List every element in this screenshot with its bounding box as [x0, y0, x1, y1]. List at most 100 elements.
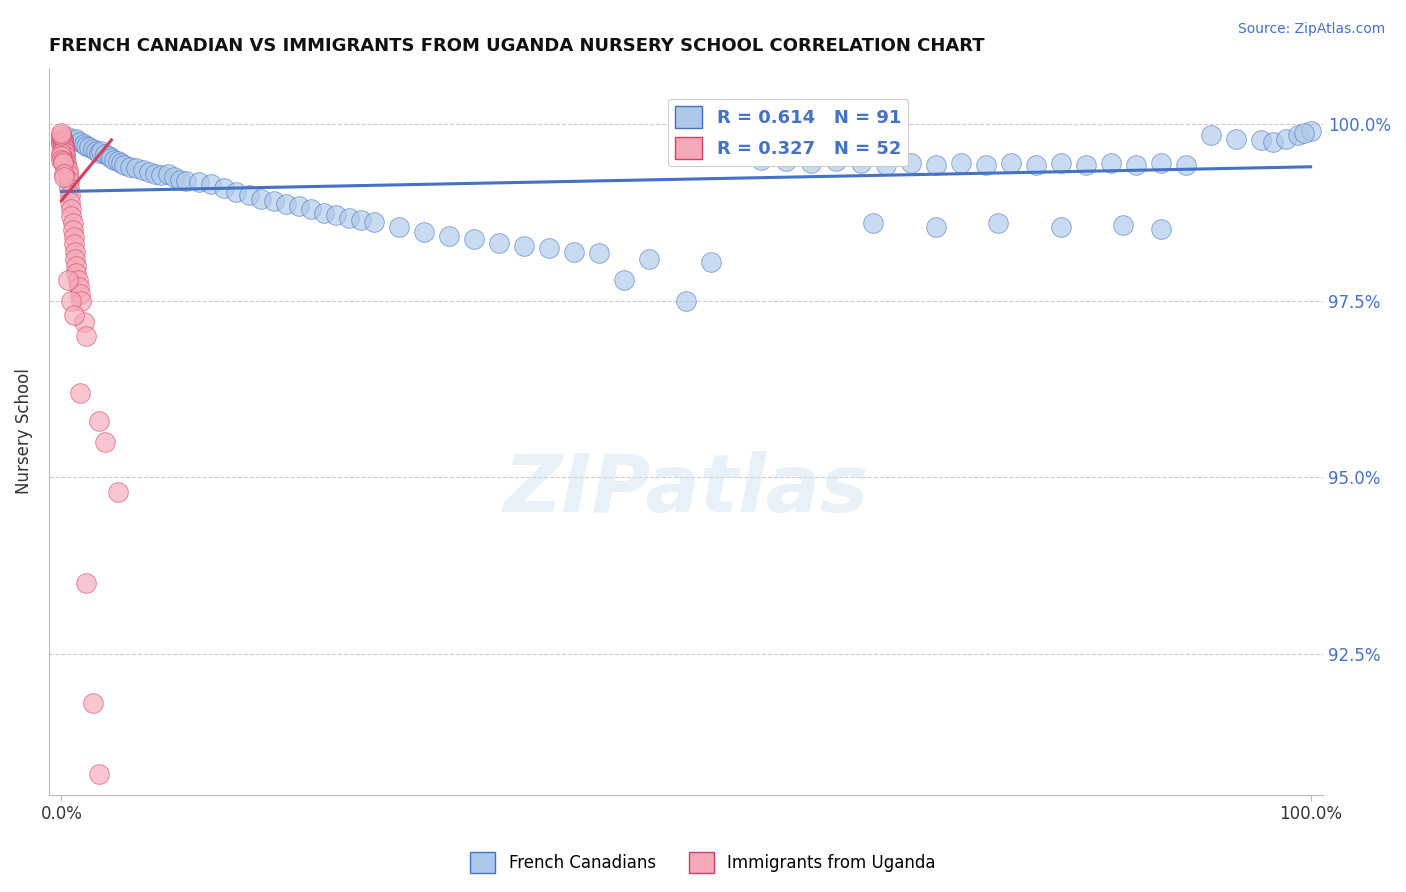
- Point: [288, 199, 311, 213]
- Y-axis label: Nursery School: Nursery School: [15, 368, 32, 494]
- Point: [87, 767, 110, 781]
- Text: FRENCH CANADIAN VS IMMIGRANTS FROM UGANDA NURSERY SCHOOL CORRELATION CHART: FRENCH CANADIAN VS IMMIGRANTS FROM UGAND…: [49, 37, 984, 55]
- Point: [90, 145, 112, 159]
- Point: [56, 167, 79, 181]
- Point: [52, 142, 75, 156]
- Point: [82, 696, 104, 710]
- Point: [1199, 128, 1222, 142]
- Point: [62, 223, 84, 237]
- Point: [925, 219, 948, 234]
- Text: Source: ZipAtlas.com: Source: ZipAtlas.com: [1237, 22, 1385, 37]
- Point: [110, 156, 132, 170]
- Point: [412, 225, 434, 239]
- Point: [350, 212, 373, 227]
- Point: [63, 230, 86, 244]
- Point: [63, 252, 86, 266]
- Point: [163, 170, 186, 185]
- Point: [52, 134, 75, 148]
- Point: [56, 130, 79, 145]
- Point: [1250, 133, 1272, 147]
- Point: [82, 142, 104, 156]
- Point: [800, 156, 823, 170]
- Point: [1125, 158, 1147, 172]
- Text: ZIPatlas: ZIPatlas: [503, 450, 869, 529]
- Point: [53, 149, 76, 163]
- Point: [749, 153, 772, 167]
- Point: [1274, 131, 1296, 145]
- Point: [200, 178, 222, 192]
- Point: [70, 293, 93, 308]
- Point: [1049, 156, 1071, 170]
- Point: [325, 208, 347, 222]
- Point: [69, 385, 91, 400]
- Point: [100, 151, 122, 165]
- Point: [1000, 156, 1022, 170]
- Point: [987, 216, 1010, 230]
- Point: [724, 149, 747, 163]
- Point: [949, 156, 972, 170]
- Point: [97, 149, 120, 163]
- Point: [52, 140, 75, 154]
- Point: [187, 175, 209, 189]
- Point: [51, 137, 73, 152]
- Point: [1049, 219, 1071, 234]
- Point: [156, 167, 179, 181]
- Point: [51, 128, 73, 142]
- Point: [63, 244, 86, 259]
- Point: [75, 329, 97, 343]
- Point: [276, 196, 298, 211]
- Point: [51, 135, 73, 149]
- Point: [56, 273, 79, 287]
- Point: [1263, 135, 1285, 149]
- Point: [53, 153, 76, 167]
- Point: [169, 172, 191, 186]
- Point: [65, 131, 87, 145]
- Point: [1025, 158, 1047, 172]
- Point: [52, 138, 75, 153]
- Point: [55, 156, 77, 170]
- Point: [69, 135, 91, 149]
- Point: [131, 163, 153, 178]
- Point: [73, 315, 96, 329]
- Point: [86, 145, 108, 159]
- Point: [363, 215, 385, 229]
- Point: [537, 241, 560, 255]
- Point: [263, 194, 285, 208]
- Point: [63, 237, 86, 252]
- Point: [107, 154, 129, 169]
- Point: [87, 414, 110, 428]
- Point: [103, 153, 125, 167]
- Point: [212, 181, 235, 195]
- Point: [51, 149, 73, 163]
- Point: [58, 174, 80, 188]
- Point: [87, 145, 110, 160]
- Point: [388, 219, 411, 234]
- Point: [143, 167, 166, 181]
- Point: [862, 216, 884, 230]
- Point: [900, 156, 922, 170]
- Point: [974, 158, 997, 172]
- Point: [1150, 156, 1173, 170]
- Point: [65, 259, 87, 273]
- Point: [52, 170, 75, 185]
- Point: [925, 158, 948, 172]
- Point: [488, 235, 510, 250]
- Point: [312, 205, 335, 219]
- Point: [77, 140, 100, 154]
- Point: [60, 293, 83, 308]
- Point: [637, 252, 659, 266]
- Point: [58, 181, 80, 195]
- Point: [849, 156, 872, 170]
- Point: [250, 192, 273, 206]
- Point: [588, 246, 610, 260]
- Point: [59, 188, 82, 202]
- Point: [875, 158, 897, 172]
- Point: [51, 145, 73, 160]
- Point: [1225, 131, 1247, 145]
- Point: [512, 239, 534, 253]
- Point: [825, 154, 848, 169]
- Point: [52, 167, 75, 181]
- Legend: French Canadians, Immigrants from Uganda: French Canadians, Immigrants from Uganda: [464, 846, 942, 880]
- Point: [299, 202, 322, 216]
- Point: [51, 126, 73, 140]
